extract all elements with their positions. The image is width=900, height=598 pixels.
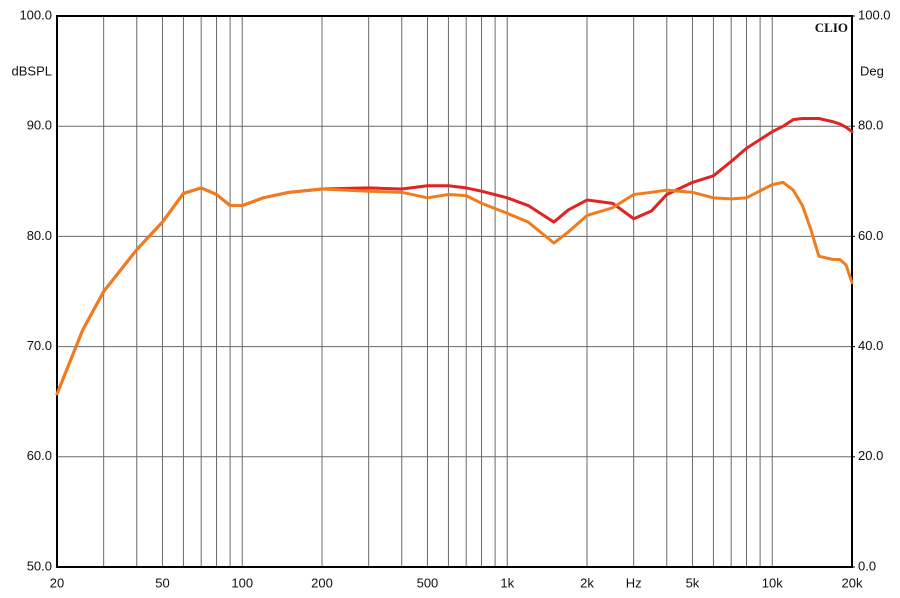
- x-tick-label: 200: [311, 575, 333, 590]
- y-tick-label: 60.0: [27, 448, 52, 463]
- y-tick-label: 70.0: [27, 338, 52, 353]
- x-tick-label: 20k: [842, 575, 863, 590]
- x-tick-label: 5k: [686, 575, 700, 590]
- x-tick-label: 500: [417, 575, 439, 590]
- x-tick-label: 1k: [500, 575, 514, 590]
- x-tick-label: 100: [231, 575, 253, 590]
- y2-tick-label: 0.0: [858, 558, 876, 573]
- y2-tick-label: 40.0: [858, 338, 883, 353]
- y2-tick-label: 20.0: [858, 448, 883, 463]
- plot-frame: [56, 15, 853, 568]
- y-tick-label: 50.0: [27, 558, 52, 573]
- y-axis-label: dBSPL: [12, 63, 52, 78]
- y-tick-label: 90.0: [27, 118, 52, 133]
- annotation: CLIO: [815, 20, 848, 35]
- x-tick-label: Hz: [626, 575, 642, 590]
- series-line: [55, 116, 854, 396]
- x-tick-label: 10k: [762, 575, 783, 590]
- x-tick-label: 20: [50, 575, 64, 590]
- y2-tick-label: 80.0: [858, 118, 883, 133]
- series-line: [55, 180, 854, 396]
- y2-tick-label: 60.0: [858, 228, 883, 243]
- y2-axis-label: Deg: [860, 63, 884, 78]
- y-tick-label: 80.0: [27, 228, 52, 243]
- x-tick-label: 50: [155, 575, 169, 590]
- x-tick-label: 2k: [580, 575, 594, 590]
- y-tick-label: 100.0: [19, 7, 52, 22]
- y2-tick-label: 100.0: [858, 7, 891, 22]
